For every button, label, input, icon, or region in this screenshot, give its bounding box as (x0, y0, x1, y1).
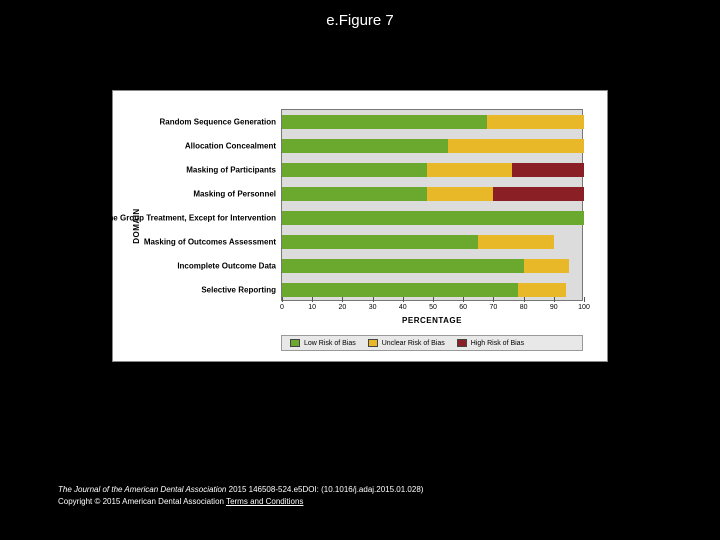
x-tick-label: 20 (338, 304, 346, 311)
legend-label: Unclear Risk of Bias (382, 340, 445, 347)
x-tick (282, 297, 283, 302)
bar-segment (487, 115, 584, 129)
x-tick (342, 297, 343, 302)
bar-segment (448, 139, 584, 153)
x-tick (433, 297, 434, 302)
category-label: Random Sequence Generation (160, 118, 276, 127)
x-tick (524, 297, 525, 302)
category-label: Masking of Outcomes Assessment (144, 238, 276, 247)
legend-swatch (368, 339, 378, 347)
x-tick-label: 50 (429, 304, 437, 311)
category-label: Same Group Treatment, Except for Interve… (96, 214, 276, 223)
bar-row: Random Sequence Generation (282, 115, 582, 129)
plot-area: PERCENTAGE Random Sequence GenerationAll… (281, 109, 583, 301)
bar-row: Selective Reporting (282, 283, 582, 297)
chart-panel: DOMAIN PERCENTAGE Random Sequence Genera… (112, 90, 608, 362)
bar-row: Masking of Personnel (282, 187, 582, 201)
x-tick-label: 70 (489, 304, 497, 311)
x-tick (493, 297, 494, 302)
x-tick (463, 297, 464, 302)
x-tick (373, 297, 374, 302)
x-tick (584, 297, 585, 302)
bar-segment (282, 163, 427, 177)
x-tick-label: 100 (578, 304, 590, 311)
legend: Low Risk of Bias Unclear Risk of Bias High… (281, 335, 583, 351)
bar-row: Masking of Outcomes Assessment (282, 235, 582, 249)
x-tick-label: 10 (308, 304, 316, 311)
bar-segment (524, 259, 569, 273)
bar-segment (282, 235, 478, 249)
legend-item: High Risk of Bias (457, 339, 524, 347)
chart-inner: DOMAIN PERCENTAGE Random Sequence Genera… (121, 99, 599, 353)
category-label: Masking of Personnel (193, 190, 276, 199)
x-tick-label: 90 (550, 304, 558, 311)
bar-segment (512, 163, 584, 177)
x-tick-label: 40 (399, 304, 407, 311)
legend-swatch (457, 339, 467, 347)
x-tick-label: 80 (520, 304, 528, 311)
bar-row: Same Group Treatment, Except for Interve… (282, 211, 582, 225)
bar-row: Masking of Participants (282, 163, 582, 177)
figure-title: e.Figure 7 (0, 0, 720, 29)
x-tick-label: 30 (369, 304, 377, 311)
x-tick (554, 297, 555, 302)
bar-row: Incomplete Outcome Data (282, 259, 582, 273)
bar-segment (282, 187, 427, 201)
bar-segment (427, 187, 493, 201)
legend-item: Low Risk of Bias (290, 339, 356, 347)
category-label: Masking of Participants (186, 166, 276, 175)
bar-segment (282, 283, 518, 297)
x-axis-label: PERCENTAGE (402, 316, 462, 325)
legend-swatch (290, 339, 300, 347)
category-label: Selective Reporting (201, 286, 276, 295)
bar-segment (282, 115, 487, 129)
citation-copyright: Copyright © 2015 American Dental Associa… (58, 497, 226, 506)
bar-segment (427, 163, 512, 177)
x-tick-label: 0 (280, 304, 284, 311)
bar-segment (493, 187, 584, 201)
x-tick (403, 297, 404, 302)
x-tick-label: 60 (459, 304, 467, 311)
citation-journal: The Journal of the American Dental Assoc… (58, 485, 226, 494)
bar-segment (282, 211, 584, 225)
bar-segment (282, 139, 448, 153)
terms-link[interactable]: Terms and Conditions (226, 497, 303, 506)
bar-segment (518, 283, 566, 297)
category-label: Allocation Concealment (185, 142, 276, 151)
legend-label: Low Risk of Bias (304, 340, 356, 347)
bar-segment (478, 235, 554, 249)
citation: The Journal of the American Dental Assoc… (58, 484, 423, 508)
citation-ref: 2015 146508-524.e5DOI: (10.1016/j.adaj.2… (226, 485, 423, 494)
bar-segment (282, 259, 524, 273)
x-tick (312, 297, 313, 302)
legend-label: High Risk of Bias (471, 340, 524, 347)
category-label: Incomplete Outcome Data (177, 262, 276, 271)
bar-row: Allocation Concealment (282, 139, 582, 153)
legend-item: Unclear Risk of Bias (368, 339, 445, 347)
